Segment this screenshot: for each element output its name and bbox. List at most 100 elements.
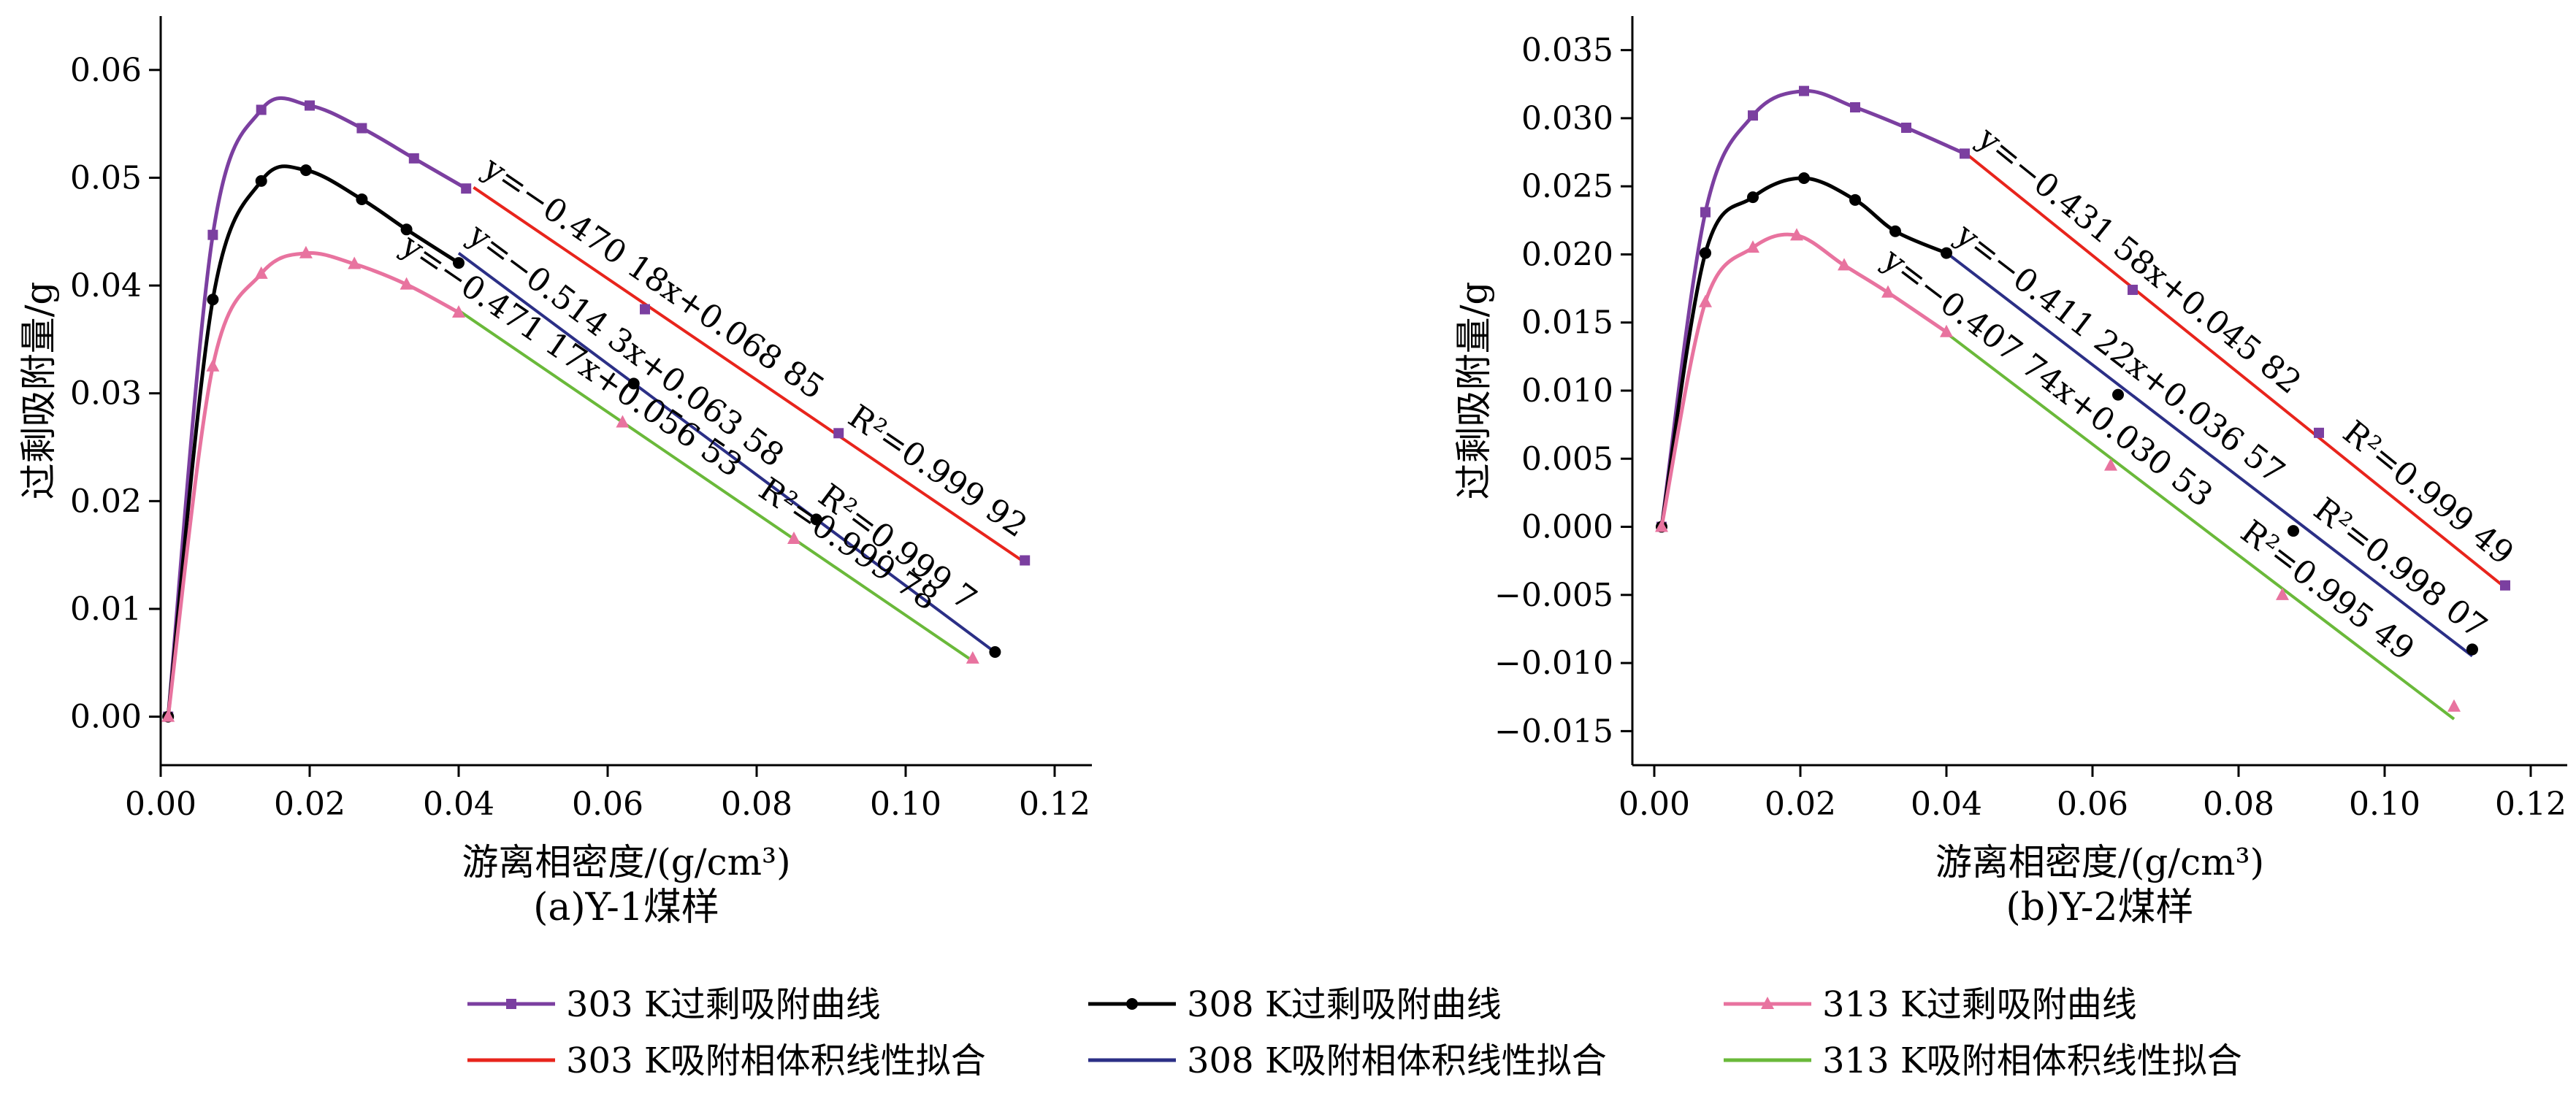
y-tick-label: −0.005 <box>1494 577 1613 614</box>
data-point <box>1700 207 1711 218</box>
chart-panel-a: 0.00 0.02 0.04 0.06 0.08 0.10 0.12 0.00 0.01 0.02… <box>18 16 1092 929</box>
data-point <box>1790 228 1803 241</box>
y-axis-title: 过剩吸附量/g <box>1453 282 1495 500</box>
legend: 303 K过剩吸附曲线 308 K过剩吸附曲线 313 K过剩吸附曲线 303 K吸附… <box>467 984 2242 1081</box>
x-tick-label: 0.08 <box>721 786 792 823</box>
data-point <box>2112 388 2124 401</box>
legend-marker <box>1761 997 1774 1009</box>
fit-r2-label: R²=0.995 49 <box>2233 513 2421 668</box>
x-tick-label: 0.04 <box>423 786 494 823</box>
fit-line <box>1945 251 2474 658</box>
y-tick-label: 0.01 <box>70 591 142 628</box>
data-point <box>161 709 175 722</box>
data-point <box>1699 294 1712 307</box>
y-tick-label: 0.000 <box>1521 509 1613 546</box>
y-tick-label: 0.06 <box>70 52 142 89</box>
x-tick-label: 0.12 <box>2495 786 2567 823</box>
data-point <box>1881 285 1895 298</box>
data-point <box>2447 699 2461 712</box>
data-point <box>256 104 267 115</box>
legend-item: 308 K吸附相体积线性拟合 <box>1088 1040 1607 1081</box>
series-line <box>166 250 460 717</box>
data-point <box>1748 110 1758 121</box>
data-point <box>255 175 267 187</box>
data-point <box>640 304 650 315</box>
y-tick-label: 0.030 <box>1521 100 1613 137</box>
legend-item: 313 K吸附相体积线性拟合 <box>1724 1040 2242 1081</box>
legend-label: 303 K吸附相体积线性拟合 <box>566 1040 986 1081</box>
data-point <box>1960 148 1970 159</box>
data-point <box>356 123 367 134</box>
data-point <box>2314 427 2324 438</box>
data-point <box>1746 240 1759 253</box>
x-tick-label: 0.04 <box>1911 786 1982 823</box>
data-point <box>305 100 315 111</box>
data-point <box>1849 193 1861 206</box>
y-tick-label: 0.05 <box>70 159 142 196</box>
x-tick-label: 0.06 <box>572 786 643 823</box>
y-tick-label: −0.010 <box>1494 645 1613 682</box>
data-point <box>452 304 465 318</box>
data-point <box>453 257 465 269</box>
fit-equation-label: y=−0.471 17x+0.056 53 <box>394 226 749 485</box>
legend-label: 308 K吸附相体积线性拟合 <box>1187 1040 1607 1081</box>
x-tick-label: 0.10 <box>2349 786 2420 823</box>
y-tick-label: 0.025 <box>1521 168 1613 205</box>
data-point <box>1901 122 1911 133</box>
data-point <box>348 256 362 269</box>
data-point <box>1798 172 1810 184</box>
data-point <box>1700 247 1711 259</box>
series-line <box>1659 89 1966 527</box>
series-line <box>166 164 460 717</box>
data-point <box>2276 587 2289 600</box>
y-tick-label: 0.04 <box>70 267 142 304</box>
fit-line <box>1963 151 2507 589</box>
data-point <box>787 531 800 544</box>
y-tick-label: 0.015 <box>1521 304 1613 342</box>
data-point <box>299 245 313 258</box>
data-point <box>1889 225 1901 237</box>
fit-line <box>473 186 1026 564</box>
data-point <box>833 428 844 439</box>
legend-marker <box>506 999 516 1009</box>
data-point <box>461 183 472 194</box>
data-point <box>810 513 822 526</box>
fit-line <box>457 309 974 662</box>
data-point <box>1941 247 1952 259</box>
data-point <box>400 223 413 236</box>
y-tick-label: 0.005 <box>1521 440 1613 478</box>
y-axis-title: 过剩吸附量/g <box>18 282 60 500</box>
fit-line <box>1945 331 2455 721</box>
data-point <box>1655 519 1668 532</box>
panel-caption: (a)Y-1煤样 <box>533 886 719 929</box>
data-point <box>616 415 630 428</box>
x-tick-label: 0.06 <box>2057 786 2128 823</box>
data-point <box>1850 101 1860 112</box>
legend-item: 303 K吸附相体积线性拟合 <box>467 1040 986 1081</box>
legend-label: 313 K过剩吸附曲线 <box>1822 984 2137 1025</box>
fit-line <box>457 252 996 653</box>
x-tick-label: 0.02 <box>1765 786 1836 823</box>
data-point <box>627 377 640 390</box>
series-line <box>1659 176 1947 527</box>
data-point <box>299 164 312 177</box>
y-tick-label: 0.020 <box>1521 236 1613 273</box>
data-point <box>2466 643 2478 656</box>
data-point <box>989 645 1001 658</box>
data-point <box>1020 555 1031 566</box>
data-point <box>2128 284 2138 295</box>
x-tick-label: 0.10 <box>870 786 941 823</box>
data-point <box>400 277 413 290</box>
x-tick-label: 0.08 <box>2203 786 2274 823</box>
legend-marker <box>1126 998 1138 1010</box>
data-point <box>2500 580 2510 591</box>
legend-label: 308 K过剩吸附曲线 <box>1187 984 1502 1025</box>
data-point <box>2104 458 2117 471</box>
legend-item: 313 K过剩吸附曲线 <box>1724 984 2137 1025</box>
y-tick-label: 0.00 <box>70 699 142 736</box>
x-tick-label: 0.00 <box>1618 786 1690 823</box>
series-line <box>166 96 467 717</box>
y-tick-label: 0.03 <box>70 375 142 413</box>
y-tick-label: 0.035 <box>1521 32 1613 69</box>
data-point <box>206 358 220 372</box>
